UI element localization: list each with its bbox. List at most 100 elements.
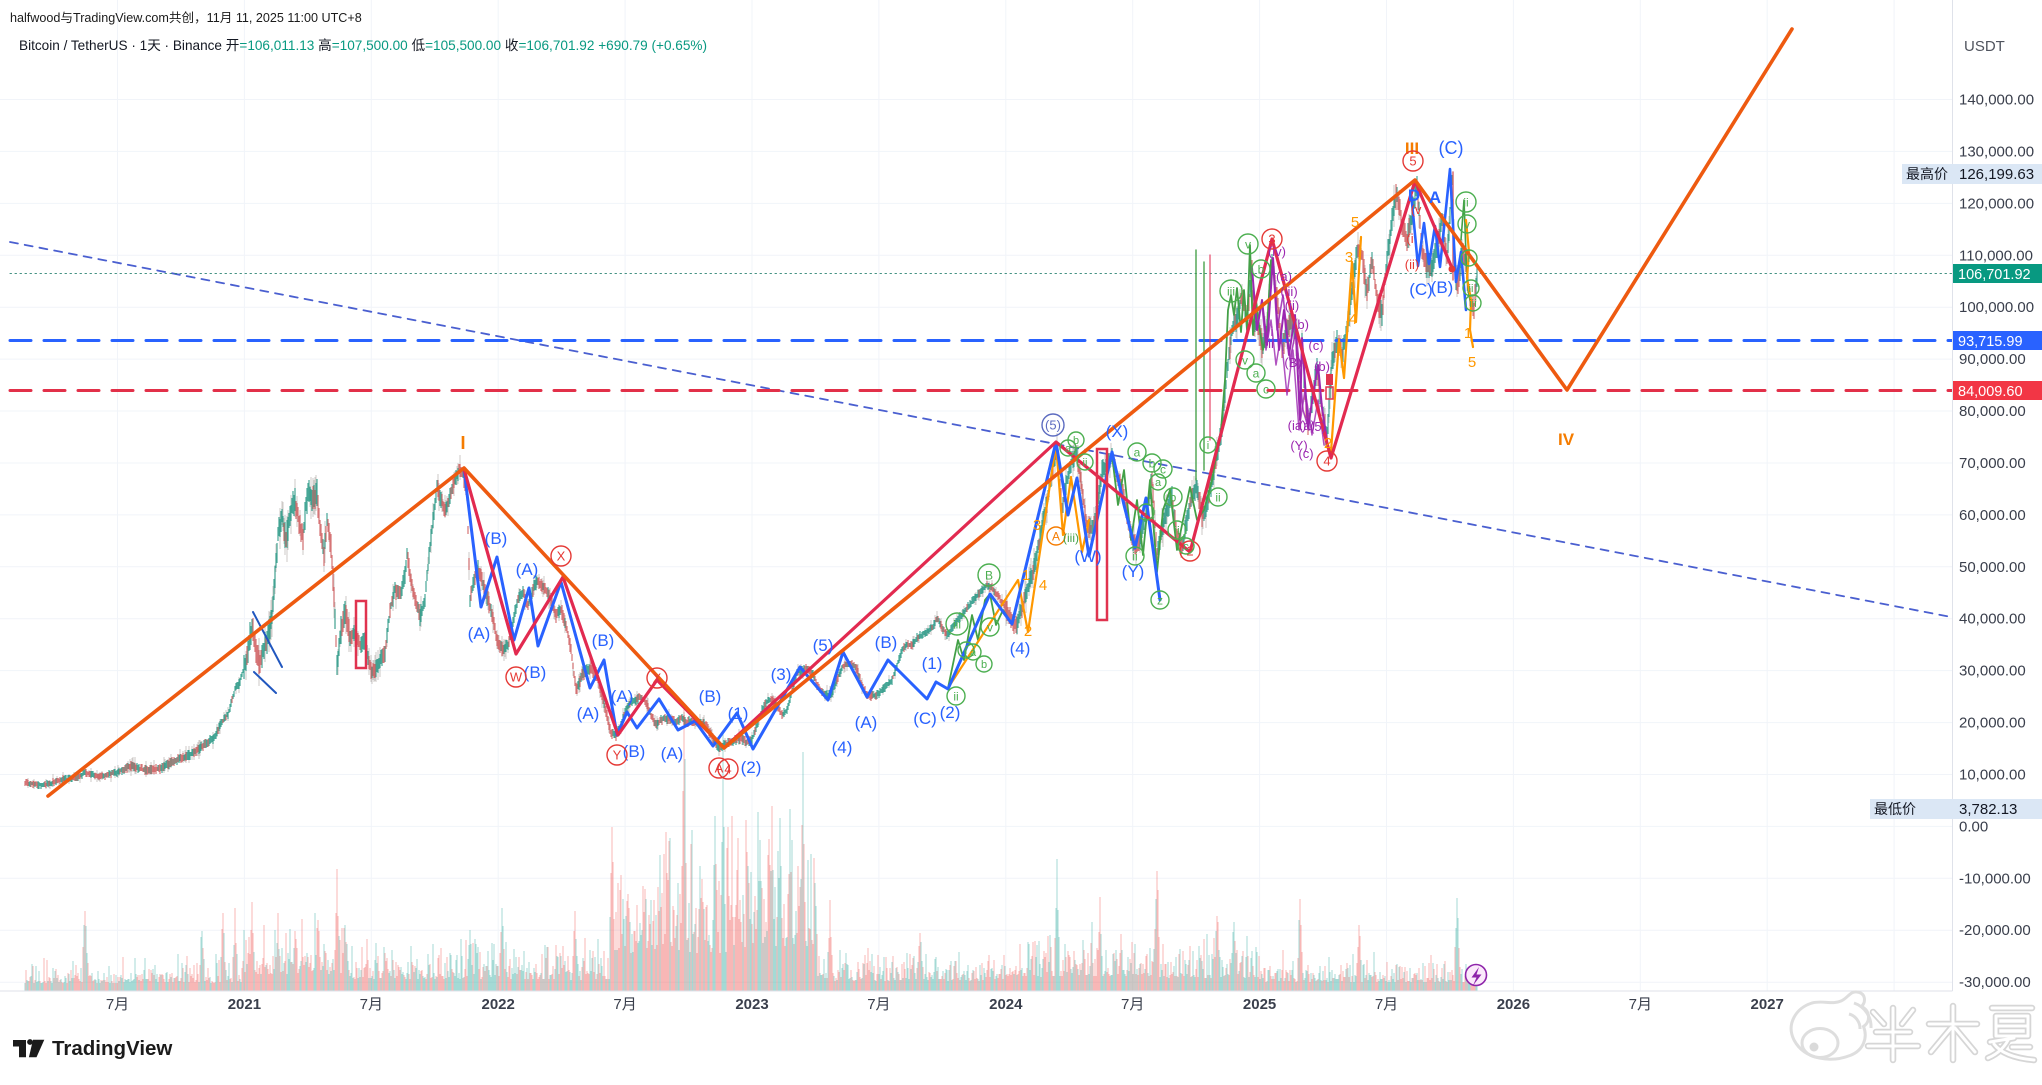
svg-text:(a): (a) <box>1276 269 1292 284</box>
svg-text:(1): (1) <box>922 654 943 673</box>
svg-text:3: 3 <box>1268 232 1275 247</box>
svg-text:(C): (C) <box>1439 138 1464 158</box>
svg-text:(ia): (ia) <box>1288 418 1307 433</box>
svg-text:2: 2 <box>1324 435 1332 452</box>
svg-text:40,000.00: 40,000.00 <box>1959 611 2026 628</box>
svg-text:2022: 2022 <box>482 996 515 1013</box>
svg-text:a: a <box>1253 366 1260 380</box>
svg-text:5: 5 <box>1468 354 1476 371</box>
svg-text:IV: IV <box>1558 430 1575 449</box>
svg-text:2: 2 <box>1186 544 1193 559</box>
svg-text:(B): (B) <box>623 742 646 761</box>
svg-text:W: W <box>510 670 523 685</box>
svg-text:v: v <box>1242 353 1248 367</box>
svg-text:最高价: 最高价 <box>1906 166 1948 182</box>
svg-text:7月: 7月 <box>1629 996 1652 1013</box>
svg-text:i: i <box>1468 253 1470 265</box>
svg-text:2027: 2027 <box>1751 996 1784 1013</box>
svg-text:84,009.60: 84,009.60 <box>1958 384 2023 400</box>
svg-text:4: 4 <box>1039 577 1047 594</box>
svg-text:(B): (B) <box>699 687 722 706</box>
svg-text:b: b <box>1258 262 1265 276</box>
svg-text:(iii): (iii) <box>1280 284 1297 299</box>
svg-text:4: 4 <box>1349 311 1357 328</box>
svg-text:(c): (c) <box>1308 338 1323 353</box>
svg-text:60,000.00: 60,000.00 <box>1959 507 2026 524</box>
svg-text:2024: 2024 <box>989 996 1023 1013</box>
svg-text:(b): (b) <box>1314 359 1330 374</box>
svg-text:(A): (A) <box>577 704 600 723</box>
svg-text:140,000.00: 140,000.00 <box>1959 92 2034 109</box>
svg-text:0.00: 0.00 <box>1959 818 1988 835</box>
svg-text:3: 3 <box>1345 249 1353 266</box>
svg-text:最低价: 最低价 <box>1874 801 1916 817</box>
svg-text:(5): (5) <box>1045 418 1061 433</box>
svg-text:X: X <box>557 549 566 564</box>
svg-text:(3): (3) <box>771 665 792 684</box>
svg-text:A: A <box>1052 529 1060 543</box>
svg-text:130,000.00: 130,000.00 <box>1959 143 2034 160</box>
svg-text:halfwood与TradingView.com共创，11月: halfwood与TradingView.com共创，11月 11, 2025 … <box>10 11 362 25</box>
svg-text:(B): (B) <box>1431 278 1454 297</box>
svg-text:iii: iii <box>953 617 961 631</box>
svg-text:4: 4 <box>724 762 731 777</box>
svg-text:1: 1 <box>1464 325 1472 342</box>
svg-text:b: b <box>1170 490 1177 504</box>
svg-text:(B): (B) <box>592 631 615 650</box>
svg-text:10,000.00: 10,000.00 <box>1959 766 2026 783</box>
svg-text:106,701.92: 106,701.92 <box>1958 267 2031 283</box>
svg-text:b: b <box>1149 456 1156 470</box>
svg-text:Y: Y <box>613 748 622 763</box>
svg-text:100,000.00: 100,000.00 <box>1959 299 2034 316</box>
svg-text:2023: 2023 <box>735 996 768 1013</box>
svg-text:7月: 7月 <box>1121 996 1144 1013</box>
svg-text:ii: ii <box>1268 336 1274 351</box>
svg-text:(2): (2) <box>940 703 961 722</box>
svg-text:I: I <box>460 433 465 453</box>
svg-text:(ii): (ii) <box>1405 257 1419 272</box>
svg-text:ii: ii <box>1174 523 1179 537</box>
svg-text:(2): (2) <box>741 758 762 777</box>
svg-text:(4): (4) <box>832 738 853 757</box>
svg-text:90,000.00: 90,000.00 <box>1959 351 2026 368</box>
svg-text:i: i <box>1207 440 1209 452</box>
svg-text:(B): (B) <box>1284 355 1301 370</box>
svg-text:2021: 2021 <box>228 996 261 1013</box>
svg-text:Bitcoin / TetherUS · 1天 · Bina: Bitcoin / TetherUS · 1天 · Binance 开=106,… <box>19 37 707 53</box>
svg-text:7月: 7月 <box>360 996 383 1013</box>
svg-text:93,715.99: 93,715.99 <box>1958 334 2023 350</box>
svg-text:4: 4 <box>1323 454 1330 469</box>
svg-text:(X): (X) <box>1106 422 1129 441</box>
svg-text:(C): (C) <box>1409 280 1433 299</box>
svg-text:(B): (B) <box>875 633 898 652</box>
svg-text:a: a <box>1065 443 1072 455</box>
svg-text:126,199.63: 126,199.63 <box>1959 166 2034 183</box>
svg-text:iii: iii <box>1469 298 1476 310</box>
svg-text:(iv): (iv) <box>1268 244 1286 259</box>
svg-text:7月: 7月 <box>867 996 890 1013</box>
svg-text:ii: ii <box>1132 549 1137 563</box>
svg-text:(C): (C) <box>913 709 937 728</box>
svg-text:(A): (A) <box>611 687 634 706</box>
svg-text:a: a <box>1155 477 1162 489</box>
svg-text:(A): (A) <box>516 560 539 579</box>
svg-text:D: D <box>1408 186 1420 205</box>
svg-text:(ii): (ii) <box>1285 298 1299 313</box>
svg-text:2026: 2026 <box>1497 996 1530 1013</box>
svg-text:B: B <box>985 568 993 582</box>
svg-text:2025: 2025 <box>1243 996 1276 1013</box>
svg-text:(Y): (Y) <box>1122 562 1145 581</box>
svg-text:-30,000.00: -30,000.00 <box>1959 974 2031 991</box>
svg-text:(Y): (Y) <box>1290 438 1307 453</box>
svg-text:(1): (1) <box>728 704 749 723</box>
svg-text:7月: 7月 <box>106 996 129 1013</box>
svg-text:(5): (5) <box>1310 419 1326 434</box>
svg-text:5: 5 <box>1409 154 1416 169</box>
svg-text:70,000.00: 70,000.00 <box>1959 455 2026 472</box>
svg-text:i: i <box>965 645 967 657</box>
svg-text:20,000.00: 20,000.00 <box>1959 715 2026 732</box>
svg-text:(b): (b) <box>1293 317 1309 332</box>
svg-text:3,782.13: 3,782.13 <box>1959 801 2017 818</box>
svg-text:(A): (A) <box>468 624 491 643</box>
svg-text:c: c <box>1160 462 1166 476</box>
